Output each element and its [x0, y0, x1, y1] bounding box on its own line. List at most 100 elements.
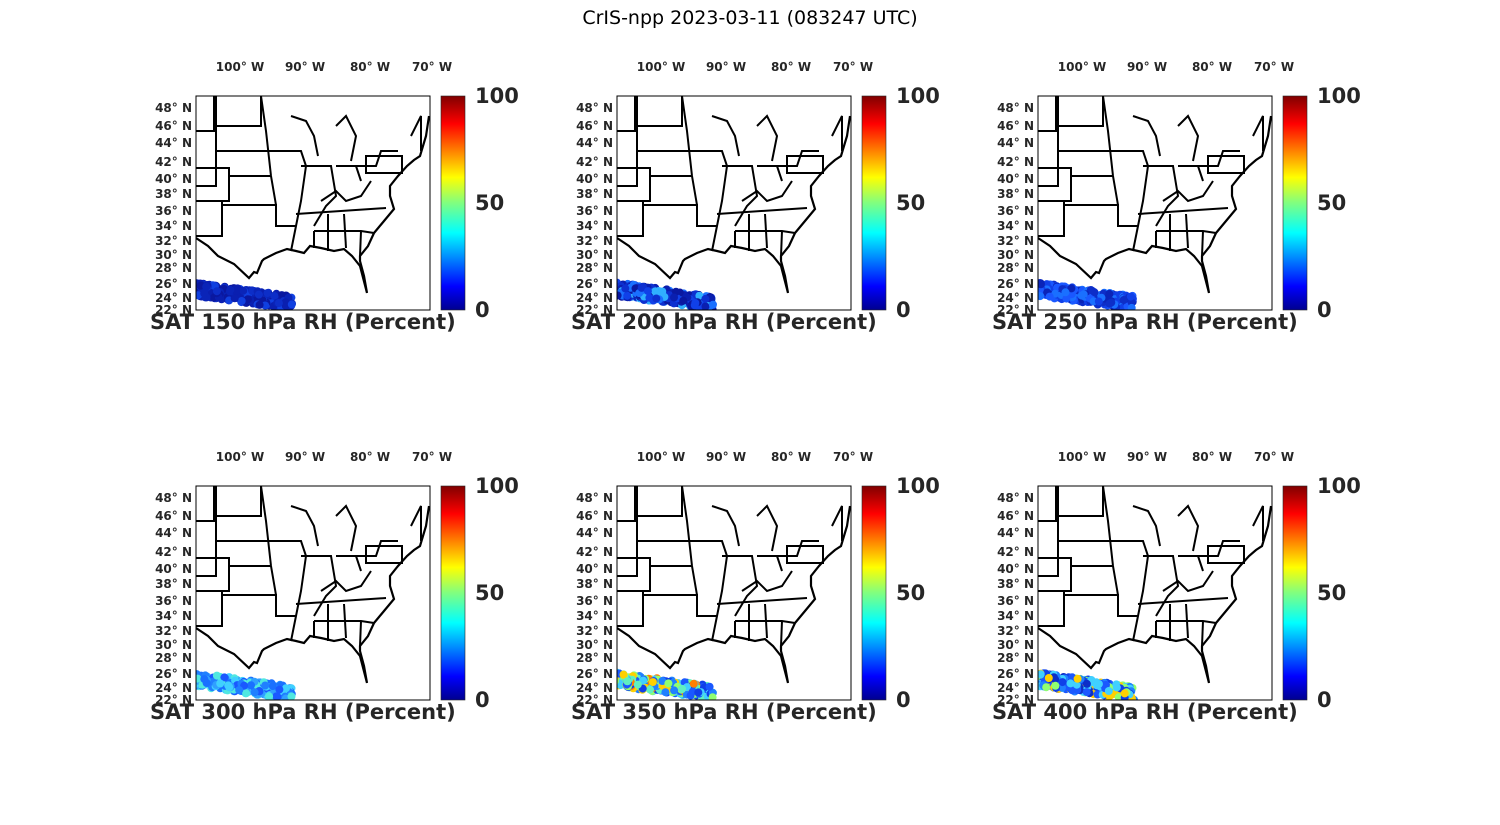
swath-point	[1126, 292, 1135, 301]
swath-point	[689, 679, 698, 688]
lat-tick-label: 48° N	[155, 101, 192, 115]
lat-tick-label: 26° N	[576, 277, 613, 291]
swath-point	[200, 289, 209, 298]
swath-point	[196, 674, 202, 683]
panel-title: SAT 350 hPa RH (Percent)	[571, 700, 877, 724]
swath-point	[212, 287, 221, 296]
state-border	[831, 505, 843, 541]
lat-tick-label: 44° N	[155, 526, 192, 540]
lat-tick-label: 32° N	[997, 234, 1034, 248]
state-border	[1137, 597, 1229, 605]
state-border	[681, 95, 698, 206]
state-border	[410, 505, 422, 541]
lat-tick-label: 34° N	[155, 609, 192, 623]
panel-title: SAT 400 hPa RH (Percent)	[992, 700, 1298, 724]
swath-point	[678, 684, 687, 693]
swath-point	[1105, 289, 1114, 298]
state-border	[1132, 115, 1161, 157]
lat-tick-label: 24° N	[997, 291, 1034, 305]
colorbar-tick-label: 100	[475, 84, 519, 108]
swath-point	[268, 682, 277, 690]
swath-point	[200, 675, 209, 684]
state-border	[216, 486, 262, 517]
panel-title: SAT 300 hPa RH (Percent)	[150, 700, 456, 724]
state-border	[643, 594, 717, 617]
swath-point	[623, 291, 632, 300]
map-svg	[616, 95, 887, 311]
state-border	[335, 114, 358, 162]
coastline	[195, 505, 431, 684]
lat-tick-label: 48° N	[997, 491, 1034, 505]
lat-tick-label: 36° N	[155, 204, 192, 218]
swath-point	[237, 297, 246, 305]
lat-tick-label: 38° N	[997, 577, 1034, 591]
colorbar-tick-label: 0	[896, 688, 911, 712]
lat-tick-label: 26° N	[576, 667, 613, 681]
lat-tick-label: 34° N	[576, 609, 613, 623]
map-axes-background	[617, 486, 851, 700]
swath-point	[621, 284, 630, 293]
state-border	[196, 200, 223, 237]
lat-tick-label: 22° N	[997, 303, 1034, 317]
panel-title: SAT 150 hPa RH (Percent)	[150, 310, 456, 334]
state-border	[260, 95, 277, 206]
colorbar	[440, 95, 466, 311]
map-svg	[1037, 485, 1308, 701]
state-border	[711, 505, 740, 547]
map-svg	[616, 485, 887, 701]
lon-tick-label: 80° W	[349, 60, 391, 74]
swath-point	[265, 692, 274, 700]
swath-point	[701, 302, 710, 310]
lat-tick-label: 30° N	[997, 248, 1034, 262]
state-border	[359, 620, 362, 647]
swath-point	[270, 292, 279, 300]
swath-point	[1038, 280, 1045, 289]
swath-point	[708, 693, 717, 700]
colorbar-tick-label: 50	[896, 581, 926, 605]
swath-point	[235, 686, 244, 695]
lon-tick-label: 90° W	[1126, 450, 1168, 464]
lat-tick-label: 42° N	[576, 545, 613, 559]
swath-point	[1082, 679, 1091, 688]
map-panel: 100° W 90° W 80° W 70° W 48° N 46° N 44° N 42° …	[140, 450, 540, 750]
lat-tick-label: 42° N	[155, 155, 192, 169]
lon-tick-label: 100° W	[1057, 450, 1107, 464]
colorbar-tick-label: 0	[896, 298, 911, 322]
swath-point	[281, 298, 290, 307]
lat-tick-label: 42° N	[576, 155, 613, 169]
coastline	[1037, 505, 1273, 684]
state-border	[1038, 590, 1065, 627]
lon-tick-label: 70° W	[411, 60, 453, 74]
swath-point	[212, 671, 221, 680]
swath-point	[1079, 290, 1088, 299]
state-border	[741, 570, 793, 593]
state-border	[716, 207, 808, 215]
colorbar-tick-label: 100	[1317, 84, 1361, 108]
swath-point	[242, 689, 251, 698]
lat-tick-label: 36° N	[576, 594, 613, 608]
lon-tick-label: 70° W	[1253, 450, 1295, 464]
map-axes-frame	[195, 95, 431, 311]
swath-point	[1058, 678, 1067, 687]
state-border	[196, 486, 215, 522]
swath-point	[239, 286, 248, 295]
lat-tick-label: 22° N	[155, 693, 192, 707]
lon-tick-label: 70° W	[1253, 60, 1295, 74]
lat-tick-label: 34° N	[997, 609, 1034, 623]
map-panel: 100° W 90° W 80° W 70° W 48° N 46° N 44° N 42° …	[561, 60, 961, 360]
panel-title: SAT 250 hPa RH (Percent)	[992, 310, 1298, 334]
lat-tick-label: 42° N	[997, 155, 1034, 169]
lat-tick-label: 22° N	[155, 303, 192, 317]
lat-tick-label: 28° N	[997, 261, 1034, 275]
lon-tick-label: 100° W	[636, 60, 686, 74]
lat-tick-label: 46° N	[576, 509, 613, 523]
swath-point	[623, 677, 632, 686]
swath-point	[1082, 688, 1091, 697]
lat-tick-label: 28° N	[155, 261, 192, 275]
state-border	[643, 204, 717, 227]
state-border	[343, 213, 347, 249]
lat-tick-label: 38° N	[576, 577, 613, 591]
state-border	[1177, 504, 1200, 552]
lat-tick-label: 32° N	[155, 624, 192, 638]
lat-tick-label: 40° N	[997, 172, 1034, 186]
